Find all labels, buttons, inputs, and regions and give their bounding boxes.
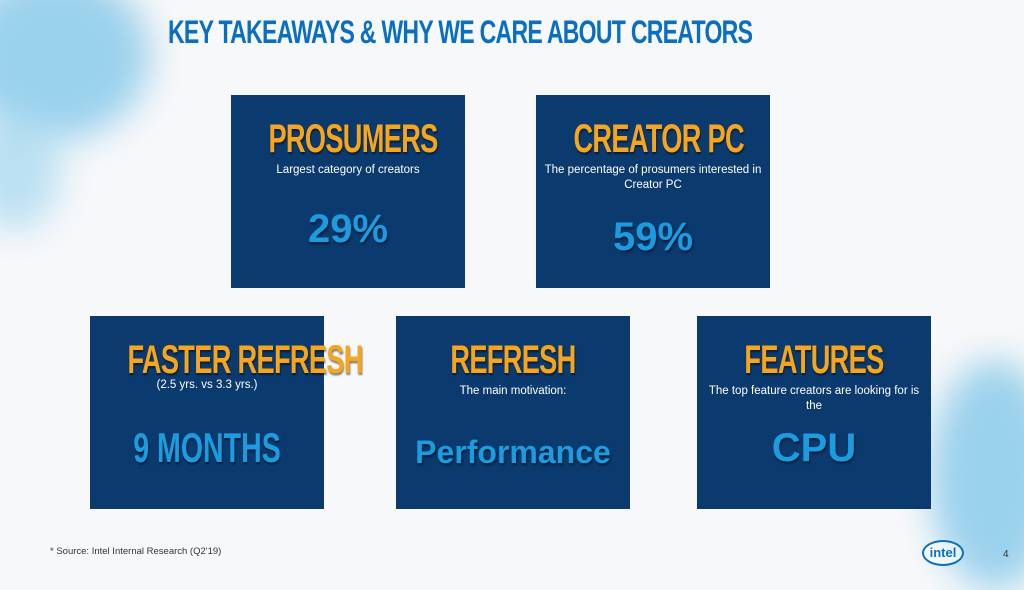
card-subtitle: (2.5 yrs. vs 3.3 yrs.) [156,379,258,391]
card-prosumers: PROSUMERS Largest category of creators 2… [231,95,465,288]
card-subtitle: Largest category of creators [276,164,420,176]
card-subtitle: The top feature creators are looking for… [708,385,920,412]
card-creator-pc: CREATOR PC The percentage of prosumers i… [536,95,770,288]
card-heading: REFRESH [450,338,576,382]
card-heading: FEATURES [744,338,884,382]
card-value: 9 MONTHS [133,424,281,471]
card-heading: CREATOR PC [573,117,744,161]
card-heading: FASTER REFRESH [127,338,363,382]
slide-title: KEY TAKEAWAYS & WHY WE CARE ABOUT CREATO… [168,14,753,50]
card-value: 59% [612,215,694,259]
card-subtitle: The percentage of prosumers interested i… [544,164,762,191]
card-value: Performance [415,434,611,470]
page-number: 4 [1003,549,1009,560]
card-value: CPU [771,426,857,470]
card-features: FEATURES The top feature creators are lo… [697,316,931,509]
source-note: * Source: Intel Internal Research (Q2'19… [50,546,222,557]
card-heading: PROSUMERS [268,117,438,161]
card-subtitle: The main motivation: [459,385,567,397]
card-faster-refresh: FASTER REFRESH (2.5 yrs. vs 3.3 yrs.) 9 … [90,316,363,509]
intel-logo: intel [922,540,964,566]
card-refresh: REFRESH The main motivation: Performance [396,316,630,509]
card-value: 29% [307,207,389,251]
